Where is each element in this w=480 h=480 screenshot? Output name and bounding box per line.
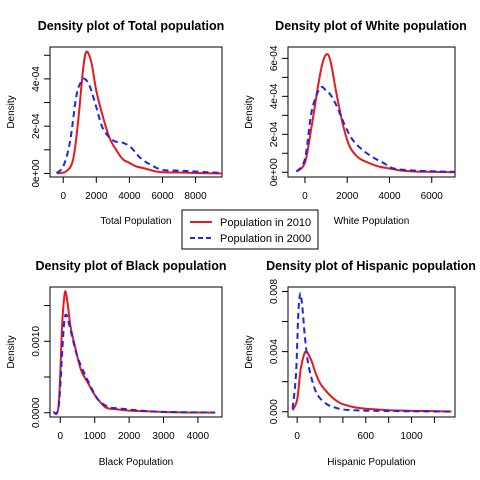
x-tick-label: 0 [58, 431, 64, 442]
y-tick-label: 0e+00 [269, 158, 280, 187]
plot-frame [49, 46, 223, 178]
x-tick-label: 4000 [118, 191, 141, 202]
plot-title: Density plot of Hispanic population [266, 259, 476, 273]
y-axis-label: Density [244, 335, 255, 368]
density-plot-panel-3: Density plot of Black population 0 1000 200… [6, 259, 226, 468]
y-axis-label: Density [6, 95, 17, 128]
series-line-2010 [56, 50, 222, 175]
x-axis-label: Total Population [100, 216, 171, 227]
y-axis-label: Density [244, 95, 255, 128]
y-tick-label: 0.004 [269, 339, 280, 364]
x-tick-label: 6000 [421, 191, 444, 202]
plot-frame [49, 286, 223, 418]
density-plot-panel-4: Density plot of Hispanic population 0 600 1… [244, 259, 476, 468]
density-plot-panel-2: Density plot of White population 0 2000 400… [244, 19, 467, 227]
y-tick-label: 4e-04 [269, 83, 280, 109]
x-tick-label: 2000 [118, 431, 141, 442]
y-axis-label: Density [6, 335, 17, 368]
series-line-2010 [295, 53, 455, 174]
plot-frame [287, 46, 456, 178]
x-tick-label: 6000 [151, 191, 174, 202]
legend-box [181, 209, 319, 250]
series-line-2010 [52, 290, 216, 416]
x-tick-label: 1000 [400, 431, 423, 442]
series-line-2000 [291, 292, 452, 413]
y-tick-label: 0.008 [269, 279, 280, 304]
plot-frame [287, 286, 456, 418]
x-tick-label: 2000 [85, 191, 108, 202]
x-axis-label: White Population [334, 216, 410, 227]
y-tick-label: 0.000 [269, 399, 280, 424]
x-axis-label: Black Population [99, 457, 174, 468]
y-tick-label: 4e-04 [31, 66, 42, 92]
y-tick-label: 0e+00 [31, 159, 42, 188]
y-tick-label: 0.0010 [31, 326, 42, 357]
series-line-2000 [295, 85, 455, 173]
x-axis-label: Hispanic Population [327, 457, 415, 468]
legend: Population in 2010 Population in 2000 [181, 209, 319, 250]
legend-label: Population in 2010 [220, 217, 311, 229]
series-line-2000 [52, 313, 216, 415]
y-tick-label: 0.0000 [31, 397, 42, 428]
legend-label: Population in 2000 [220, 233, 311, 245]
x-tick-label: 0 [294, 431, 300, 442]
plot-title: Density plot of Total population [38, 19, 225, 33]
x-tick-label: 600 [357, 431, 374, 442]
x-tick-label: 8000 [184, 191, 207, 202]
density-plot-panel-1: Density plot of Total population 0 2000 400… [6, 19, 224, 227]
x-tick-label: 3000 [152, 431, 175, 442]
y-tick-label: 2e-04 [269, 121, 280, 147]
x-tick-label: 2000 [336, 191, 359, 202]
plot-title: Density plot of White population [275, 19, 467, 33]
x-tick-label: 4000 [378, 191, 401, 202]
x-tick-label: 0 [60, 191, 66, 202]
plot-title: Density plot of Black population [36, 259, 227, 273]
y-tick-label: 2e-04 [31, 113, 42, 139]
x-tick-label: 1000 [84, 431, 107, 442]
x-tick-label: 0 [302, 191, 308, 202]
x-tick-label: 4000 [187, 431, 210, 442]
y-tick-label: 6e-04 [269, 45, 280, 71]
series-line-2010 [291, 350, 452, 413]
series-line-2000 [55, 77, 222, 174]
